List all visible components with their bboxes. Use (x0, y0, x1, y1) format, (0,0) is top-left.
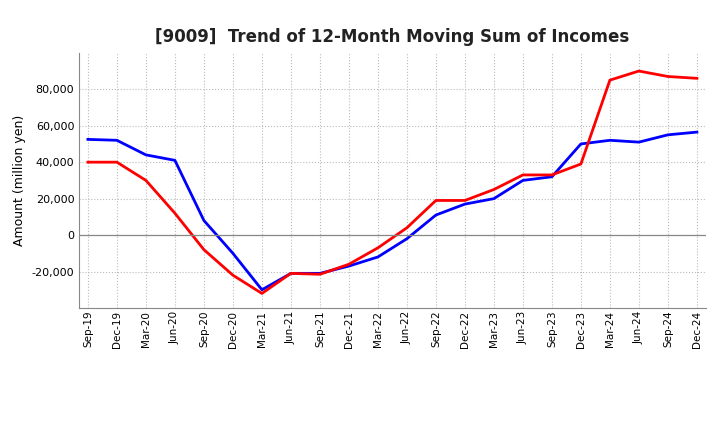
Ordinary Income (606, 138, 614, 143)
Ordinary Income (171, 158, 179, 163)
Net Income (84, 160, 92, 165)
Net Income (490, 187, 498, 192)
Ordinary Income (577, 141, 585, 147)
Ordinary Income (634, 139, 643, 145)
Ordinary Income (402, 236, 411, 242)
Net Income (548, 172, 557, 178)
Ordinary Income (490, 196, 498, 201)
Net Income (171, 211, 179, 216)
Net Income (461, 198, 469, 203)
Ordinary Income (548, 174, 557, 180)
Ordinary Income (374, 254, 382, 260)
Net Income (693, 76, 701, 81)
Ordinary Income (142, 152, 150, 158)
Ordinary Income (112, 138, 121, 143)
Net Income (606, 77, 614, 83)
Ordinary Income (664, 132, 672, 137)
Net Income (287, 271, 295, 276)
Line: Ordinary Income: Ordinary Income (88, 132, 697, 290)
Ordinary Income (518, 178, 527, 183)
Ordinary Income (228, 251, 237, 256)
Net Income (634, 68, 643, 73)
Line: Net Income: Net Income (88, 71, 697, 293)
Net Income (258, 291, 266, 296)
Net Income (228, 272, 237, 278)
Legend: Ordinary Income, Net Income: Ordinary Income, Net Income (230, 436, 555, 440)
Ordinary Income (258, 287, 266, 293)
Y-axis label: Amount (million yen): Amount (million yen) (13, 115, 26, 246)
Net Income (664, 74, 672, 79)
Ordinary Income (84, 137, 92, 142)
Ordinary Income (199, 218, 208, 223)
Ordinary Income (693, 129, 701, 135)
Ordinary Income (345, 264, 354, 269)
Ordinary Income (461, 202, 469, 207)
Net Income (315, 271, 324, 277)
Net Income (142, 178, 150, 183)
Title: [9009]  Trend of 12-Month Moving Sum of Incomes: [9009] Trend of 12-Month Moving Sum of I… (156, 28, 629, 46)
Net Income (402, 225, 411, 231)
Ordinary Income (315, 271, 324, 276)
Ordinary Income (287, 271, 295, 276)
Ordinary Income (431, 213, 440, 218)
Net Income (431, 198, 440, 203)
Net Income (345, 262, 354, 267)
Net Income (518, 172, 527, 178)
Net Income (199, 247, 208, 252)
Net Income (374, 245, 382, 250)
Net Income (112, 160, 121, 165)
Net Income (577, 161, 585, 167)
